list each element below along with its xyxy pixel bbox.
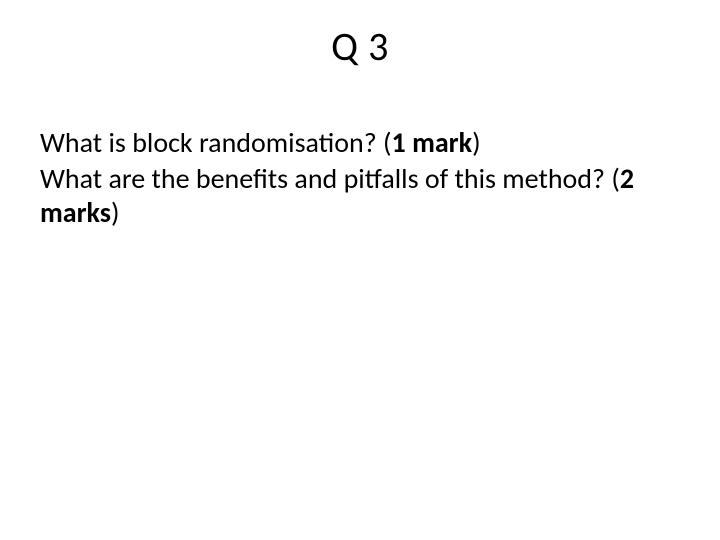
q2-close: ): [111, 195, 120, 230]
slide-title: Q 3: [0, 22, 720, 71]
slide: Q 3 What is block randomisation? (1 mark…: [0, 0, 720, 540]
slide-body: What is block randomisation? (1 mark) Wh…: [40, 126, 680, 232]
question-line-1: What is block randomisation? (1 mark): [40, 126, 680, 160]
q2-text: What are the benefits and pitfalls of th…: [40, 161, 620, 196]
q1-marks: 1 mark: [392, 125, 473, 160]
q1-close: ): [472, 125, 481, 160]
question-line-2: What are the benefits and pitfalls of th…: [40, 162, 680, 230]
q1-text: What is block randomisation? (: [40, 125, 392, 160]
